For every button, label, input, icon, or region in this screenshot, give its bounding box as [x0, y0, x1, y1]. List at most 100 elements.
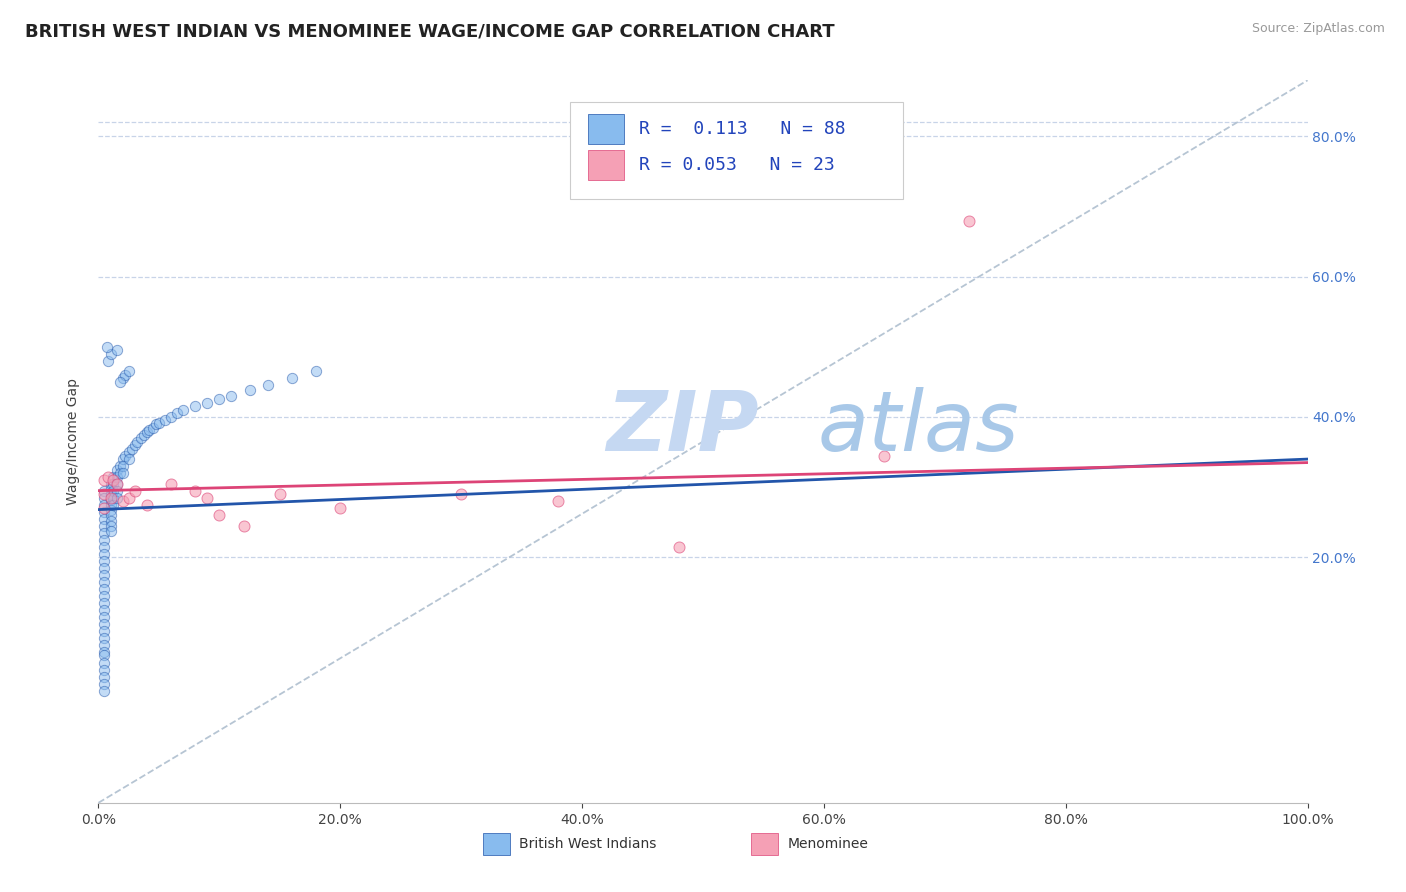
Point — [93, 589, 115, 603]
Text: R = 0.053   N = 23: R = 0.053 N = 23 — [638, 156, 835, 174]
Point — [93, 616, 115, 631]
Point — [100, 502, 122, 516]
Point — [93, 567, 115, 582]
Point — [172, 403, 194, 417]
FancyBboxPatch shape — [751, 833, 778, 855]
Point — [100, 514, 122, 528]
Point — [118, 445, 141, 459]
Point — [166, 407, 188, 421]
Point — [121, 442, 143, 456]
Point — [111, 452, 134, 467]
Point — [256, 378, 278, 392]
Point — [105, 476, 128, 491]
Point — [668, 540, 690, 554]
Point — [221, 389, 243, 403]
Point — [93, 610, 115, 624]
FancyBboxPatch shape — [482, 833, 509, 855]
Text: British West Indians: British West Indians — [519, 837, 657, 851]
Point — [93, 631, 115, 645]
Point — [100, 476, 122, 491]
Point — [239, 384, 262, 398]
Y-axis label: Wage/Income Gap: Wage/Income Gap — [66, 378, 80, 505]
Point — [281, 371, 304, 385]
Text: ZIP: ZIP — [606, 386, 759, 467]
Point — [93, 498, 115, 512]
Point — [142, 420, 165, 434]
Point — [111, 459, 134, 474]
Point — [145, 417, 167, 431]
Point — [96, 340, 118, 354]
Text: atlas: atlas — [818, 386, 1019, 467]
Point — [118, 491, 141, 505]
Text: R =  0.113   N = 88: R = 0.113 N = 88 — [638, 120, 845, 137]
Point — [208, 508, 231, 523]
Point — [101, 473, 124, 487]
Point — [118, 364, 141, 378]
Point — [93, 638, 115, 652]
Text: Menominee: Menominee — [787, 837, 869, 851]
Point — [305, 364, 328, 378]
Point — [134, 427, 156, 442]
FancyBboxPatch shape — [588, 113, 624, 144]
Point — [148, 416, 170, 430]
Point — [93, 512, 115, 526]
Point — [184, 400, 207, 414]
Point — [93, 582, 115, 596]
Point — [93, 645, 115, 659]
Point — [100, 498, 122, 512]
Point — [100, 524, 122, 538]
Point — [108, 459, 131, 474]
Point — [195, 396, 218, 410]
Point — [957, 213, 980, 227]
Point — [105, 462, 128, 476]
Point — [108, 466, 131, 480]
Point — [93, 540, 115, 554]
Point — [93, 533, 115, 547]
Point — [127, 434, 149, 449]
Point — [97, 469, 120, 483]
Point — [118, 452, 141, 467]
Point — [93, 669, 115, 683]
Point — [93, 683, 115, 698]
Text: Source: ZipAtlas.com: Source: ZipAtlas.com — [1251, 22, 1385, 36]
Point — [93, 554, 115, 568]
Point — [105, 469, 128, 483]
Point — [100, 518, 122, 533]
Point — [105, 343, 128, 358]
Point — [100, 491, 122, 505]
Point — [100, 492, 122, 507]
Point — [93, 663, 115, 677]
Point — [450, 487, 472, 501]
Point — [93, 574, 115, 589]
Point — [93, 624, 115, 638]
Point — [124, 483, 146, 498]
Text: BRITISH WEST INDIAN VS MENOMINEE WAGE/INCOME GAP CORRELATION CHART: BRITISH WEST INDIAN VS MENOMINEE WAGE/IN… — [25, 22, 835, 40]
Point — [195, 491, 218, 505]
Point — [93, 648, 115, 663]
Point — [160, 476, 183, 491]
Point — [101, 491, 124, 505]
Point — [114, 449, 136, 463]
Point — [105, 476, 128, 491]
Point — [129, 431, 152, 445]
Point — [93, 491, 115, 505]
Point — [101, 469, 124, 483]
Point — [93, 656, 115, 670]
Point — [135, 498, 157, 512]
Point — [111, 494, 134, 508]
Point — [153, 413, 176, 427]
Point — [329, 501, 352, 516]
Point — [93, 603, 115, 617]
Point — [100, 508, 122, 523]
FancyBboxPatch shape — [569, 102, 903, 200]
Point — [93, 525, 115, 540]
Point — [93, 483, 115, 498]
FancyBboxPatch shape — [588, 150, 624, 180]
Point — [184, 483, 207, 498]
Point — [100, 487, 122, 501]
Point — [93, 518, 115, 533]
Point — [105, 483, 128, 498]
Point — [547, 494, 569, 508]
Point — [124, 438, 146, 452]
Point — [101, 483, 124, 498]
